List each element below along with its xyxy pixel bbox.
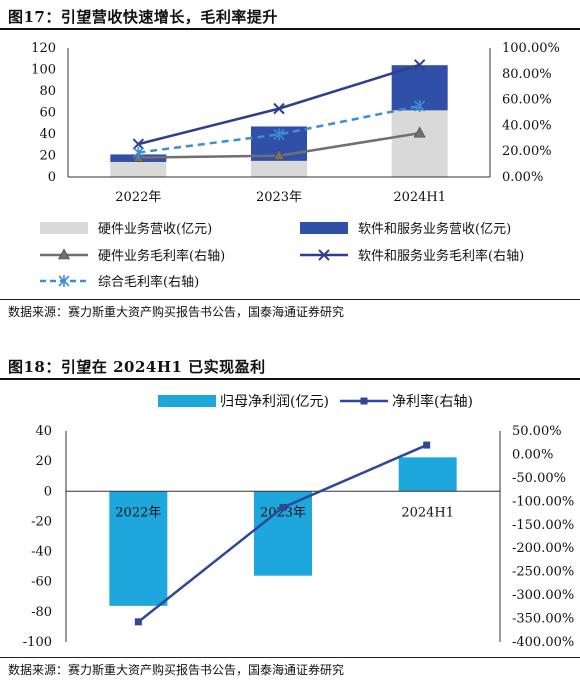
right-tick-label: -350.00% bbox=[512, 612, 574, 627]
legend-software-margin-marker-stroke-b bbox=[318, 249, 330, 261]
right-tick-label: 0.00% bbox=[502, 170, 543, 185]
figure17-source-rule bbox=[0, 299, 580, 300]
left-tick-label: 80 bbox=[39, 84, 56, 99]
right-tick-label: -200.00% bbox=[512, 541, 574, 556]
right-tick-label: 40.00% bbox=[502, 118, 552, 133]
hardware-revenue-bar bbox=[391, 110, 448, 177]
x-tick-label: 2022年 bbox=[115, 190, 161, 205]
left-tick-label: 100 bbox=[31, 63, 56, 78]
software-margin-marker-stroke-b bbox=[273, 102, 285, 115]
net-margin-marker bbox=[423, 441, 431, 449]
right-tick-label: 50.00% bbox=[512, 424, 562, 439]
legend-total-margin-marker bbox=[58, 275, 70, 287]
right-tick-label: -150.00% bbox=[512, 518, 574, 533]
x-tick-label: 2024H1 bbox=[401, 505, 454, 520]
legend-software-revenue-swatch bbox=[300, 222, 348, 234]
software-margin-marker bbox=[132, 138, 145, 150]
total-margin-marker bbox=[273, 128, 285, 141]
left-tick-label: -40 bbox=[31, 545, 52, 560]
left-tick-label: 20 bbox=[35, 454, 52, 469]
legend-hardware-revenue-swatch bbox=[40, 222, 88, 234]
right-tick-label: -100.00% bbox=[512, 494, 574, 509]
legend-software-revenue-label: 软件和服务业务营收(亿元) bbox=[358, 221, 511, 237]
legend-software-margin-marker bbox=[318, 249, 330, 261]
figure17-title-rule bbox=[0, 28, 580, 30]
software-margin-marker bbox=[273, 102, 285, 115]
hardware-revenue-bar bbox=[251, 160, 307, 177]
legend-net-profit-label: 归母净利润(亿元) bbox=[220, 393, 329, 410]
right-tick-label: -400.00% bbox=[512, 635, 574, 650]
software-margin-marker-stroke-b bbox=[132, 138, 145, 150]
total-margin-marker bbox=[132, 146, 144, 159]
net-profit-bar bbox=[398, 457, 457, 492]
left-tick-label: -80 bbox=[31, 605, 52, 620]
left-tick-label: 20 bbox=[39, 149, 56, 164]
right-tick-label: -50.00% bbox=[512, 471, 566, 486]
net-profit-bar bbox=[109, 491, 168, 606]
left-tick-label: 0 bbox=[44, 484, 52, 499]
legend-hardware-margin-label: 硬件业务毛利率(右轴) bbox=[98, 248, 225, 264]
left-tick-label: 120 bbox=[31, 41, 56, 56]
right-tick-label: 100.00% bbox=[502, 41, 560, 56]
net-margin-marker bbox=[279, 503, 287, 511]
left-tick-label: 60 bbox=[39, 106, 56, 121]
hardware-margin-marker bbox=[272, 149, 286, 161]
left-tick-label: 40 bbox=[39, 127, 56, 142]
x-tick-label: 2023年 bbox=[256, 190, 302, 205]
x-tick-label: 2022年 bbox=[115, 505, 161, 520]
legend-net-margin-marker bbox=[360, 397, 368, 405]
left-tick-label: 0 bbox=[48, 170, 56, 185]
hardware-margin-marker bbox=[413, 126, 426, 138]
legend-hardware-revenue-label: 硬件业务营收(亿元) bbox=[98, 221, 212, 237]
hardware-revenue-bar bbox=[110, 161, 167, 177]
figure18-source-rule bbox=[0, 657, 580, 658]
left-tick-label: -100 bbox=[23, 635, 52, 650]
figure18-title-rule bbox=[0, 378, 580, 380]
right-tick-label: 20.00% bbox=[502, 144, 552, 159]
revenue-margin-chart: 0 20 40 60 80 100 120 0.00% 20.00% 40.00% 60.00% 80… bbox=[31, 41, 560, 290]
x-tick-label: 2024H1 bbox=[393, 190, 446, 205]
left-tick-label: 40 bbox=[35, 424, 52, 439]
net-margin-marker bbox=[134, 618, 142, 626]
net-profit-chart: 归母净利润(亿元) 净利率(右轴) -100 -80 -60 -40 -20 0 20 40 -40… bbox=[23, 393, 574, 650]
left-tick-label: -60 bbox=[31, 575, 52, 590]
right-tick-label: 0.00% bbox=[512, 447, 553, 462]
figure17-title: 图17：引望营收快速增长，毛利率提升 bbox=[8, 8, 278, 26]
software-margin-marker-stroke-b bbox=[413, 59, 426, 71]
total-margin-marker bbox=[414, 100, 426, 113]
figure18-title: 图18：引望在 2024H1 已实现盈利 bbox=[8, 358, 266, 376]
legend-software-margin-label: 软件和服务业务毛利率(右轴) bbox=[358, 248, 524, 264]
legend-hardware-margin-marker bbox=[57, 248, 71, 260]
right-tick-label: 80.00% bbox=[502, 67, 552, 82]
left-tick-label: -20 bbox=[31, 514, 52, 529]
right-tick-label: -250.00% bbox=[512, 565, 574, 580]
right-tick-label: 60.00% bbox=[502, 93, 552, 108]
figure18-source: 数据来源：赛力斯重大资产购买报告书公告，国泰海通证券研究 bbox=[8, 663, 345, 677]
figure17-source: 数据来源：赛力斯重大资产购买报告书公告，国泰海通证券研究 bbox=[8, 305, 345, 319]
software-margin-marker bbox=[413, 59, 426, 71]
legend-net-profit-swatch bbox=[158, 395, 216, 407]
right-tick-label: -300.00% bbox=[512, 588, 574, 603]
legend-total-margin-label: 综合毛利率(右轴) bbox=[98, 274, 199, 290]
legend-net-margin-label: 净利率(右轴) bbox=[392, 393, 473, 410]
